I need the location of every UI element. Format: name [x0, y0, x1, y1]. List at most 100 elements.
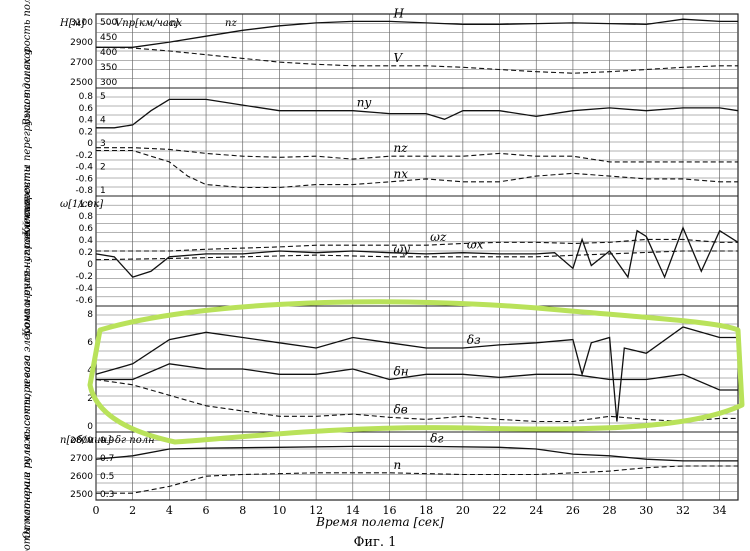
x-tick-label: 20	[456, 504, 470, 517]
y-tick-label-secondary: 3	[100, 139, 106, 149]
y-tick-label: 2700	[70, 58, 93, 68]
y-tick-label: -0.8	[75, 186, 93, 196]
series-line-V	[95, 46, 738, 74]
y-tick-label: 0	[87, 260, 93, 270]
series-label: δн	[393, 365, 408, 379]
y-tick-label-secondary: 450	[100, 33, 117, 43]
y-tick-label: 6	[87, 338, 93, 348]
y-tick-label: 2800	[70, 436, 93, 446]
y-tick-label: 0.4	[79, 116, 94, 126]
series-label: ny	[357, 96, 372, 110]
y-tick-label: 8	[87, 310, 93, 320]
series-line-ωz	[96, 238, 738, 252]
x-tick-label: 14	[346, 504, 360, 517]
y-tick-label: 0	[87, 422, 93, 432]
series-line-δв	[95, 378, 738, 423]
series-line-δз	[95, 326, 738, 422]
chart-grid	[95, 13, 739, 501]
panel-unit-label: δг полн	[115, 435, 155, 446]
series-line-ωx	[95, 226, 739, 279]
panel-unit-label: Vпр[км/час]	[115, 18, 178, 29]
y-tick-label: 2500	[70, 78, 93, 88]
chart-labels: 0 2 4 6 8 10 12 14 16 18 20 22 24 26 28 30 32 34310029002…	[22, 0, 727, 551]
y-tick-label: 0.2	[79, 248, 93, 258]
series-label: n	[393, 458, 401, 472]
series-label: ωz	[430, 230, 447, 244]
panel-unit-label: nx	[170, 18, 182, 29]
y-tick-label-secondary: 300	[100, 78, 117, 88]
series-label: ωy	[393, 242, 410, 256]
x-tick-label: 28	[603, 504, 617, 517]
y-tick-label: 2600	[70, 472, 93, 482]
panel-unit-label: H[м]	[59, 18, 85, 29]
series-label: δз	[467, 333, 481, 347]
x-tick-label: 8	[239, 504, 246, 517]
series-label: H	[392, 6, 404, 20]
x-tick-label: 10	[272, 504, 286, 517]
x-axis-title: Время полета [сек]	[315, 515, 444, 529]
y-tick-label-secondary: 500	[100, 18, 117, 28]
panel-title: Компоненты перегрузки в долях g	[22, 49, 33, 237]
series-line-n	[96, 465, 738, 494]
y-tick-label: 2900	[70, 38, 93, 48]
x-tick-label: 0	[93, 504, 100, 517]
y-tick-label: 3100	[70, 18, 93, 28]
y-tick-label: 2700	[70, 454, 93, 464]
series-line-δн	[96, 363, 738, 391]
y-tick-label-secondary: 0.9	[100, 436, 115, 446]
x-tick-label: 22	[493, 504, 507, 517]
figure-caption: Фиг. 1	[354, 535, 397, 550]
series-label: δг	[430, 431, 443, 445]
y-tick-label: 0	[87, 139, 93, 149]
y-tick-label: 2500	[70, 490, 93, 500]
y-tick-label: 0.6	[79, 104, 94, 114]
y-tick-label-secondary: 5	[100, 92, 106, 102]
series-line-δг	[95, 445, 738, 462]
y-tick-label-secondary: 400	[100, 48, 117, 58]
y-tick-label-secondary: 0.5	[100, 472, 114, 482]
y-tick-label: 0.4	[79, 236, 94, 246]
x-tick-label: 4	[166, 504, 173, 517]
chart-series	[95, 18, 739, 494]
x-tick-label: 26	[566, 504, 580, 517]
y-tick-label: 0.8	[79, 92, 94, 102]
x-tick-label: 12	[309, 504, 323, 517]
panel-unit-label: ω[1/сек]	[60, 199, 103, 210]
panel-unit-label: n[об/мин]	[60, 435, 111, 446]
panel-title: Отклонение руля высоты, левого элерона и…	[22, 199, 33, 539]
y-tick-label: -0.6	[75, 174, 93, 184]
x-tick-label: 16	[382, 504, 396, 517]
series-line-ωy	[95, 250, 738, 261]
x-tick-label: 2	[129, 504, 136, 517]
x-tick-label: 24	[529, 504, 543, 517]
y-tick-label-secondary: 2	[100, 163, 106, 173]
y-tick-label: 1.0	[79, 200, 94, 210]
y-tick-label-secondary: 0.3	[100, 490, 114, 500]
x-tick-label: 32	[676, 504, 690, 517]
series-label: nx	[393, 167, 408, 181]
x-tick-label: 34	[713, 504, 727, 517]
x-tick-label: 30	[639, 504, 653, 517]
panel-title: Компоненты угловой скорости	[22, 166, 33, 338]
y-tick-label-secondary: 1	[100, 186, 106, 196]
series-line-H	[96, 18, 738, 48]
y-tick-label: -0.4	[75, 284, 93, 294]
y-tick-label: -0.4	[75, 163, 93, 173]
series-line-ny	[96, 98, 739, 129]
y-tick-label: 0.8	[79, 212, 94, 222]
series-label: ωx	[467, 238, 484, 252]
x-tick-label: 18	[419, 504, 433, 517]
y-tick-label: -0.6	[75, 296, 93, 306]
highlight-outline	[87, 299, 745, 445]
y-tick-label: 0.6	[79, 224, 94, 234]
panel-title: Обороты мотора и полож. сектора газа	[22, 355, 33, 551]
series-label: nz	[393, 141, 408, 155]
x-tick-label: 6	[203, 504, 210, 517]
y-tick-label-secondary: 350	[100, 63, 117, 73]
panel-unit-label: nz	[225, 18, 237, 29]
panel-title: Высота и скорость полета	[22, 0, 33, 127]
y-tick-label: -0.2	[75, 272, 93, 282]
series-label: V	[393, 51, 403, 65]
series-line-nz	[96, 147, 738, 163]
